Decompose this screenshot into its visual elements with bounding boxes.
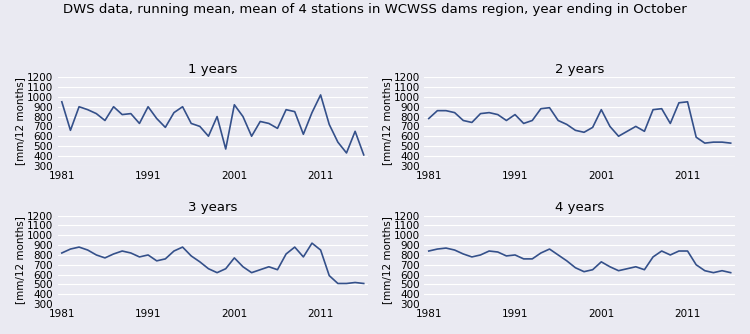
Y-axis label: [mm/12 months]: [mm/12 months] bbox=[15, 216, 25, 304]
Title: 4 years: 4 years bbox=[555, 201, 604, 214]
Y-axis label: [mm/12 months]: [mm/12 months] bbox=[382, 216, 392, 304]
Text: DWS data, running mean, mean of 4 stations in WCWSS dams region, year ending in : DWS data, running mean, mean of 4 statio… bbox=[63, 3, 687, 16]
Title: 3 years: 3 years bbox=[188, 201, 238, 214]
Title: 2 years: 2 years bbox=[555, 63, 604, 76]
Y-axis label: [mm/12 months]: [mm/12 months] bbox=[382, 77, 392, 165]
Y-axis label: [mm/12 months]: [mm/12 months] bbox=[15, 77, 25, 165]
Title: 1 years: 1 years bbox=[188, 63, 238, 76]
